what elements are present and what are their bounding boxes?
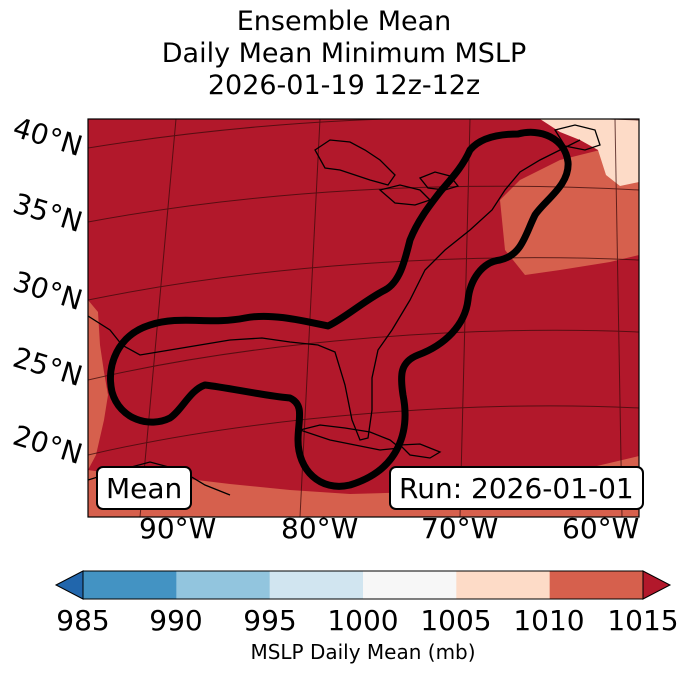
title-line-1: Ensemble Mean xyxy=(236,6,452,37)
colorbar-segment-1005 xyxy=(456,571,551,599)
colorbar-tick-985: 985 xyxy=(56,604,110,637)
lon-label-70w: 70°W xyxy=(421,512,499,545)
colorbar-tick-1000: 1000 xyxy=(327,604,399,637)
run-date-badge: Run: 2026-01-01 xyxy=(389,466,644,510)
lon-label-80w: 80°W xyxy=(281,512,359,545)
colorbar-tick-1005: 1005 xyxy=(420,604,492,637)
coastlines xyxy=(88,124,601,496)
lon-label-60w: 60°W xyxy=(562,512,640,545)
colorbar-segment-985 xyxy=(83,571,177,599)
colorbar-label: MSLP Daily Mean (mb) xyxy=(250,640,476,664)
colorbar-tick-1015: 1015 xyxy=(607,604,679,637)
field-1010-1015-atlantic xyxy=(500,148,639,275)
colorbar-tick-1010: 1010 xyxy=(513,604,585,637)
title-line-3: 2026-01-19 12z-12z xyxy=(207,70,481,101)
colorbar-under-arrow xyxy=(54,570,84,600)
colorbar-segment-1010 xyxy=(549,571,644,599)
field-1010-1015-southwest xyxy=(88,300,108,470)
map-frame xyxy=(87,118,640,518)
title-line-2: Daily Mean Minimum MSLP xyxy=(161,38,527,69)
colorbar-over-arrow xyxy=(642,570,672,600)
colorbar-segment-995 xyxy=(269,571,364,599)
lon-label-90w: 90°W xyxy=(139,512,217,545)
colorbar-tick-990: 990 xyxy=(149,604,203,637)
colorbar-frame xyxy=(82,570,644,600)
contour-1015 xyxy=(107,128,572,490)
field-1005-1010-northeast xyxy=(540,119,639,186)
colorbar-segment-990 xyxy=(176,571,271,599)
colorbar-tick-995: 995 xyxy=(243,604,297,637)
mean-badge: Mean xyxy=(96,466,193,510)
colorbar-segment-1000 xyxy=(363,571,457,599)
